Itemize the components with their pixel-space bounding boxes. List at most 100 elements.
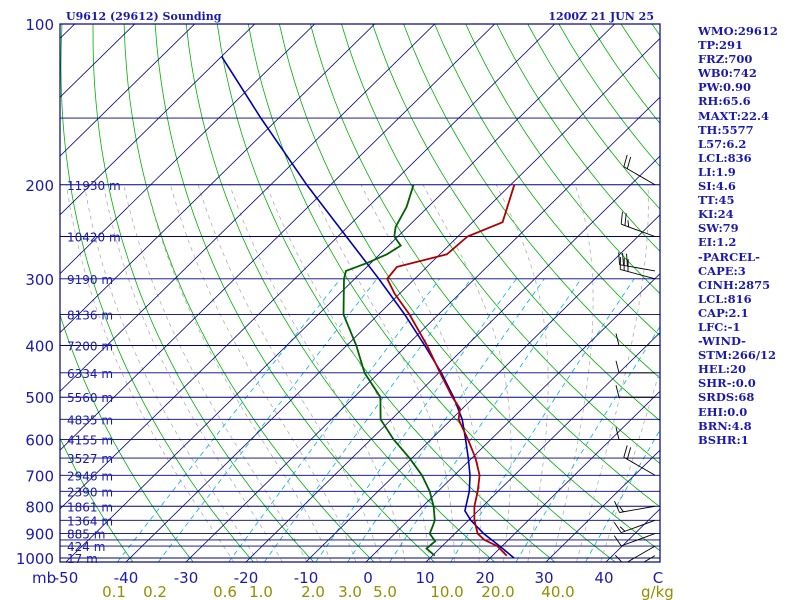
height-label: 11930 m bbox=[67, 179, 121, 193]
index-item: WMO:29612 bbox=[698, 24, 778, 38]
dry-adiabat bbox=[185, 24, 496, 562]
height-label: 17 m bbox=[67, 552, 98, 566]
mixing-ratio-tick-label: 0.6 bbox=[213, 583, 237, 600]
mixing-ratio-tick-label: 20.0 bbox=[481, 583, 514, 600]
isotherm bbox=[65, 24, 616, 562]
moist-adiabat bbox=[551, 184, 594, 562]
wind-barb bbox=[614, 501, 656, 513]
mixing-ratio-line bbox=[263, 278, 472, 562]
index-item: TH:5577 bbox=[698, 122, 754, 137]
mixing-ratio-tick-label: 0.1 bbox=[102, 583, 126, 600]
index-item: HEL:20 bbox=[698, 362, 746, 377]
height-label: 8136 m bbox=[67, 309, 113, 323]
pressure-tick-label: 200 bbox=[25, 177, 54, 195]
isotherm bbox=[125, 37, 660, 562]
temperature-tick-label: 40 bbox=[594, 569, 613, 587]
index-item: CAPE:3 bbox=[698, 263, 746, 278]
moist-adiabat bbox=[145, 184, 332, 562]
height-label: 2946 m bbox=[67, 469, 113, 483]
index-item: BSHR:1 bbox=[698, 432, 749, 447]
moist-adiabat bbox=[265, 184, 431, 562]
height-label: 9190 m bbox=[67, 273, 113, 287]
temperature-tick-label: -10 bbox=[294, 569, 319, 587]
pressure-tick-label: 300 bbox=[25, 271, 54, 289]
index-item: TP:291 bbox=[698, 38, 744, 53]
mixing-ratio-unit-label: g/kg bbox=[641, 583, 674, 600]
wind-barb bbox=[620, 211, 656, 237]
station-title: U9612 (29612) Sounding bbox=[66, 10, 222, 23]
mixing-ratio-line bbox=[389, 278, 582, 562]
wind-barb bbox=[623, 445, 656, 476]
mixing-ratio-tick-label: 5.0 bbox=[373, 583, 397, 600]
pressure-unit-label: mb bbox=[32, 569, 56, 587]
parcel-path bbox=[220, 55, 515, 559]
temperature-tick-label: 0 bbox=[363, 569, 373, 587]
wind-barb bbox=[613, 533, 656, 547]
height-label: 424 m bbox=[67, 540, 105, 554]
index-item: KI:24 bbox=[698, 207, 734, 222]
moist-adiabat bbox=[123, 184, 308, 562]
mixing-ratio-tick-label: 10.0 bbox=[430, 583, 463, 600]
mixing-ratio-tick-label: 40.0 bbox=[541, 583, 574, 600]
dry-adiabat bbox=[279, 24, 660, 552]
index-item: STM:266/12 bbox=[698, 348, 777, 363]
isotherm bbox=[60, 24, 256, 216]
mixing-ratio-line bbox=[450, 278, 635, 562]
pressure-tick-label: 1000 bbox=[16, 550, 54, 568]
temperature-tick-label: -20 bbox=[234, 569, 259, 587]
isotherm bbox=[545, 449, 660, 562]
index-item: LFC:-1 bbox=[698, 319, 741, 334]
temperature-tick-label: -50 bbox=[54, 569, 79, 587]
index-item: MAXT:22.4 bbox=[698, 108, 769, 123]
dry-adiabat bbox=[60, 313, 194, 562]
dry-adiabat bbox=[216, 24, 556, 562]
temperature-tick-label: 20 bbox=[475, 569, 494, 587]
dry-adiabat bbox=[341, 24, 660, 465]
dry-adiabat bbox=[434, 24, 660, 337]
height-label: 7200 m bbox=[67, 340, 113, 354]
height-label: 1861 m bbox=[67, 500, 113, 514]
time-label: 1200Z 21 JUN 25 bbox=[548, 10, 654, 23]
index-item: SI:4.6 bbox=[698, 179, 736, 194]
moist-adiabat bbox=[309, 184, 455, 562]
dry-adiabat bbox=[372, 24, 660, 422]
mixing-ratio-tick-label: 1.0 bbox=[249, 583, 273, 600]
index-item: SW:79 bbox=[698, 221, 739, 236]
index-item: LCL:816 bbox=[698, 291, 752, 306]
temperature-tick-label: 10 bbox=[415, 569, 434, 587]
index-item: LI:1.9 bbox=[698, 164, 736, 179]
indices-panel: WMO:29612 TP:291 FRZ:700 WB0:742 PW:0.90 RH:6… bbox=[698, 24, 798, 447]
plot-frame bbox=[59, 23, 661, 563]
isotherm bbox=[60, 24, 556, 510]
moist-adiabat bbox=[197, 184, 381, 562]
pressure-tick-label: 900 bbox=[25, 526, 54, 544]
height-label: 3527 m bbox=[67, 452, 113, 466]
index-item: EI:1.2 bbox=[698, 235, 737, 250]
isotherm bbox=[485, 390, 660, 562]
height-label: 5560 m bbox=[67, 391, 113, 405]
moist-adiabat bbox=[103, 184, 283, 562]
isotherm bbox=[60, 24, 196, 157]
dry-adiabat bbox=[465, 24, 660, 295]
moist-adiabat bbox=[576, 184, 649, 562]
moist-adiabat bbox=[170, 184, 357, 562]
wind-barb bbox=[615, 333, 655, 346]
pressure-tick-label: 600 bbox=[25, 432, 54, 450]
wind-barb bbox=[643, 555, 656, 562]
index-item: CAP:2.1 bbox=[698, 305, 749, 320]
moist-adiabat bbox=[66, 184, 235, 562]
wind-barb bbox=[614, 545, 656, 562]
dry-adiabat bbox=[403, 24, 660, 379]
wind-barb bbox=[615, 360, 655, 374]
index-item: SRDS:68 bbox=[698, 390, 755, 405]
temperature-tick-label: -40 bbox=[114, 569, 139, 587]
mixing-ratio-line bbox=[315, 278, 517, 562]
mixing-ratio-line bbox=[347, 278, 545, 562]
height-label: 885 m bbox=[67, 528, 105, 542]
dry-adiabat bbox=[154, 24, 435, 562]
dry-adiabat bbox=[60, 437, 134, 562]
index-item: -WIND- bbox=[698, 334, 746, 349]
height-label: 6334 m bbox=[67, 367, 113, 381]
moist-adiabat bbox=[495, 184, 549, 562]
